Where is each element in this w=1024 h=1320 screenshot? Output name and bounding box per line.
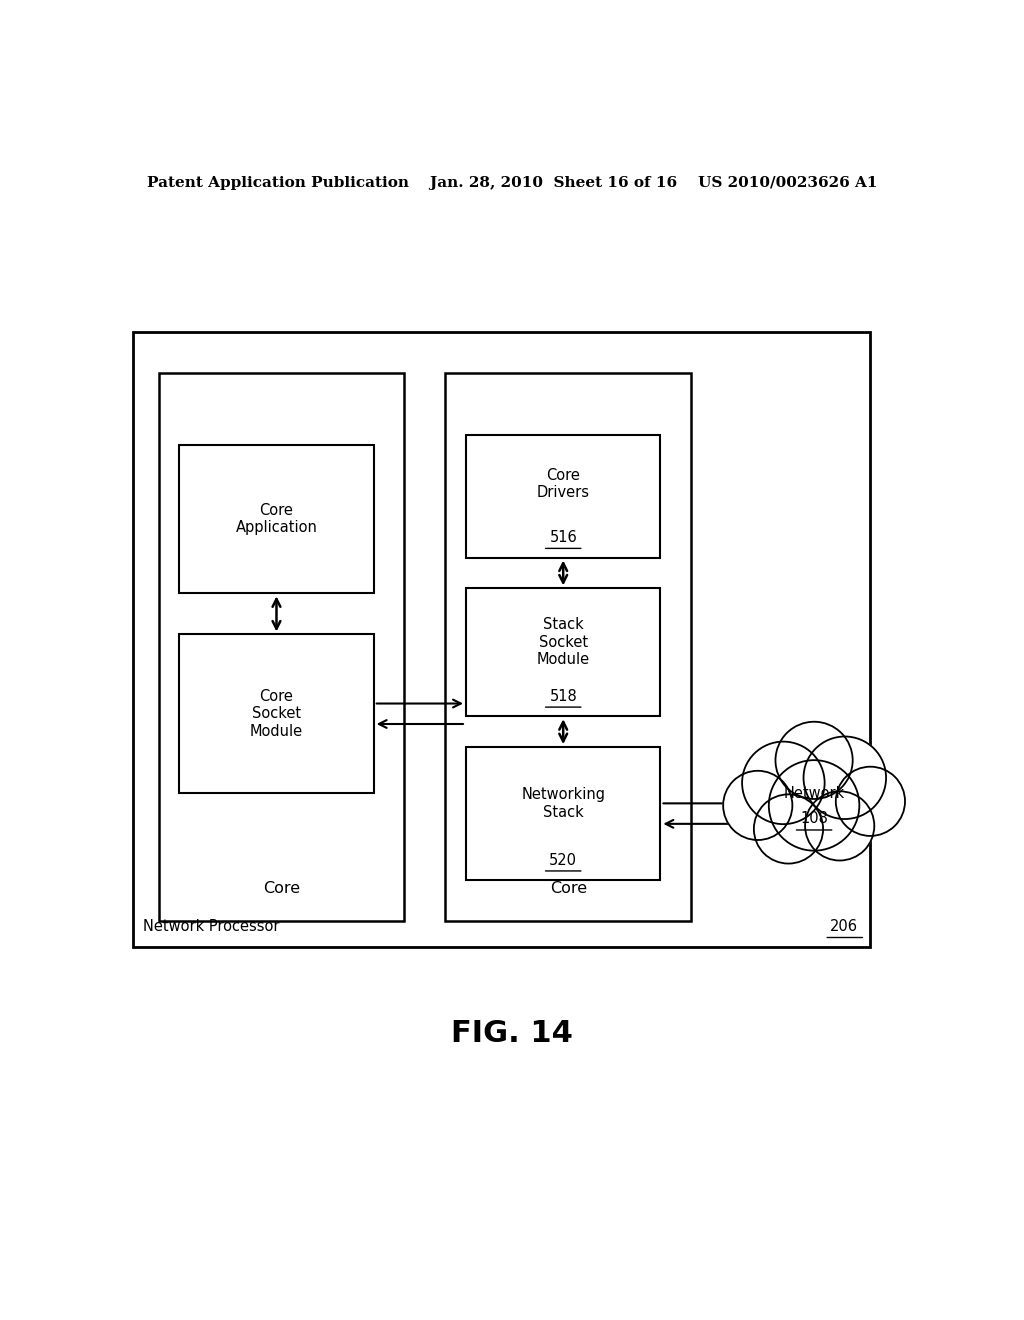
Text: Core
Drivers: Core Drivers [537, 467, 590, 500]
Circle shape [836, 767, 905, 836]
Text: 520: 520 [549, 853, 578, 867]
Text: 518: 518 [549, 689, 578, 704]
Circle shape [742, 742, 824, 824]
FancyBboxPatch shape [466, 747, 660, 880]
Circle shape [775, 722, 853, 799]
Circle shape [804, 737, 886, 818]
Text: Core: Core [263, 880, 300, 895]
Text: 206: 206 [830, 920, 858, 935]
Text: Patent Application Publication    Jan. 28, 2010  Sheet 16 of 16    US 2010/00236: Patent Application Publication Jan. 28, … [146, 176, 878, 190]
Text: Core
Socket
Module: Core Socket Module [250, 689, 303, 739]
Text: Networking
Stack: Networking Stack [521, 787, 605, 820]
FancyBboxPatch shape [466, 589, 660, 717]
Text: Network Processor: Network Processor [143, 920, 280, 935]
Text: FIG. 14: FIG. 14 [451, 1019, 573, 1048]
FancyBboxPatch shape [133, 333, 870, 946]
Circle shape [769, 760, 859, 850]
Text: 516: 516 [549, 531, 578, 545]
FancyBboxPatch shape [159, 374, 404, 921]
Circle shape [754, 795, 823, 863]
FancyBboxPatch shape [179, 445, 374, 594]
Text: Core: Core [550, 880, 587, 895]
Circle shape [723, 771, 793, 840]
FancyBboxPatch shape [445, 374, 691, 921]
Text: 108: 108 [800, 810, 828, 826]
FancyBboxPatch shape [179, 635, 374, 793]
Text: Stack
Socket
Module: Stack Socket Module [537, 618, 590, 667]
Circle shape [805, 791, 874, 861]
Text: Network: Network [783, 785, 845, 801]
FancyBboxPatch shape [466, 434, 660, 557]
Text: Core
Application: Core Application [236, 503, 317, 536]
